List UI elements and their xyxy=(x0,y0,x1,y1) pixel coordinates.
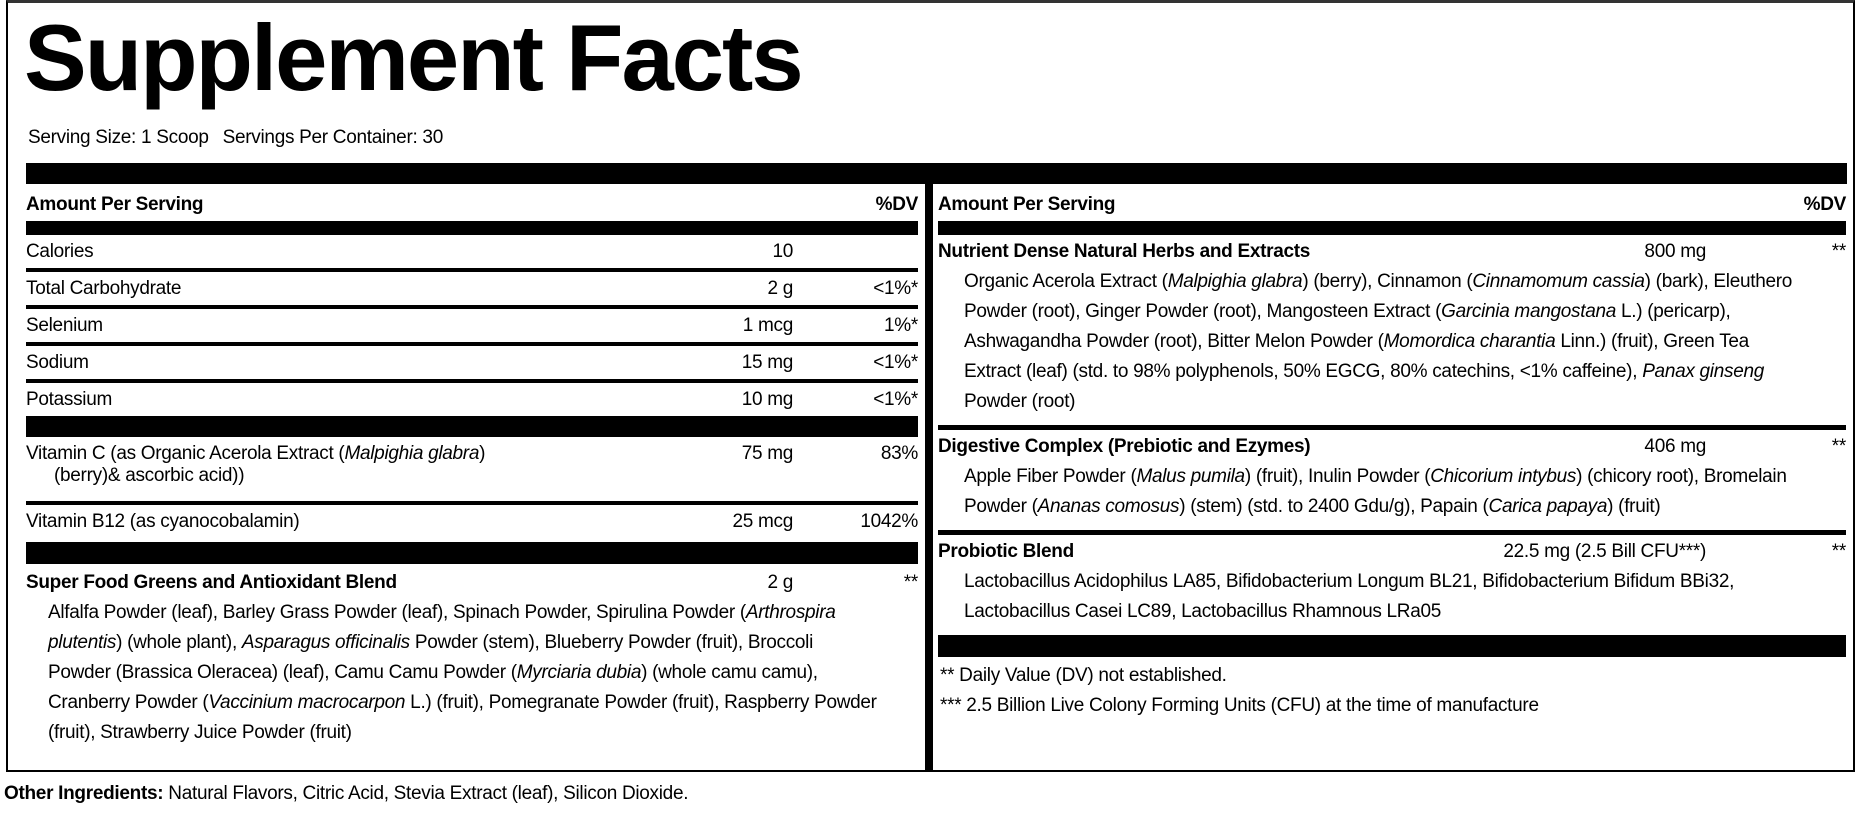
left-column: Amount Per Serving %DV Calories 10 Total Ca… xyxy=(26,184,918,748)
divider-bar xyxy=(26,416,918,437)
nutrient-amount: 2 g xyxy=(767,278,793,299)
divider-line xyxy=(938,530,1846,535)
nutrient-amount: 75 mg xyxy=(741,443,794,464)
blend-amount: 2 g xyxy=(767,572,793,593)
other-ingredients-text: Natural Flavors, Citric Acid, Stevia Ext… xyxy=(163,783,689,804)
serving-size: Serving Size: 1 Scoop xyxy=(28,127,209,148)
nutrient-name: Sodium xyxy=(26,352,89,373)
blend-ingredients: Alfalfa Powder (leaf), Barley Grass Powd… xyxy=(48,602,877,743)
dv-label: %DV xyxy=(875,193,919,215)
amount-per-serving-label: Amount Per Serving xyxy=(26,193,204,215)
nutrient-row: Sodium 15 mg <1%* xyxy=(26,346,918,383)
servings-per-container: Servings Per Container: 30 xyxy=(222,127,444,148)
nutrient-amount: 10 mg xyxy=(741,389,794,410)
nutrient-row: Calories 10 xyxy=(26,235,918,272)
blend-name: Super Food Greens and Antioxidant Blend xyxy=(26,572,397,593)
blend-section: Probiotic Blend 22.5 mg (2.5 Bill CFU***)… xyxy=(938,535,1846,635)
blend-amount: 22.5 mg (2.5 Bill CFU***) xyxy=(1503,541,1706,562)
blend-dv: ** xyxy=(1831,436,1847,457)
nutrient-dv: 83% xyxy=(880,443,918,464)
nutrient-dv: 1042% xyxy=(860,511,918,532)
right-header: Amount Per Serving %DV xyxy=(938,184,1846,221)
blend-ingredients: Apple Fiber Powder (Malus pumila) (fruit… xyxy=(964,466,1787,517)
blend-dv: ** xyxy=(903,572,919,593)
nutrient-name: Total Carbohydrate xyxy=(26,278,182,299)
nutrient-amount: 10 xyxy=(772,241,793,262)
nutrient-amount: 1 mcg xyxy=(742,315,794,336)
panel-title: Supplement Facts xyxy=(24,5,804,110)
blend-name: Nutrient Dense Natural Herbs and Extract… xyxy=(938,241,1311,262)
right-column: Amount Per Serving %DV Nutrient Dense Nat… xyxy=(938,184,1846,721)
nutrient-dv: 1%* xyxy=(884,315,918,336)
nutrient-row: Selenium 1 mcg 1%* xyxy=(26,309,918,346)
blend-section: Digestive Complex (Prebiotic and Ezymes)… xyxy=(938,430,1846,530)
blend-dv: ** xyxy=(1831,541,1847,562)
nutrient-name-cont: (berry)& ascorbic acid)) xyxy=(54,465,245,486)
nutrient-name: Vitamin B12 (as cyanocobalamin) xyxy=(26,511,300,532)
top-divider-bar xyxy=(26,163,1847,184)
amount-per-serving-label: Amount Per Serving xyxy=(938,193,1116,215)
left-header: Amount Per Serving %DV xyxy=(26,184,918,221)
blend-ingredients: Lactobacillus Acidophilus LA85, Bifidoba… xyxy=(964,571,1735,622)
dv-label: %DV xyxy=(1803,193,1847,215)
nutrient-name: Calories xyxy=(26,241,94,262)
blend-section: Nutrient Dense Natural Herbs and Extract… xyxy=(938,235,1846,425)
nutrient-name: Selenium xyxy=(26,315,103,336)
footnote: ** Daily Value (DV) not established. xyxy=(940,665,1227,686)
nutrient-dv: <1%* xyxy=(873,389,918,410)
nutrient-name: Vitamin C (as Organic Acerola Extract (M… xyxy=(26,443,486,464)
nutrient-row: Potassium 10 mg <1%* xyxy=(26,383,918,420)
nutrient-row: Total Carbohydrate 2 g <1%* xyxy=(26,272,918,309)
divider-bar xyxy=(26,221,918,235)
blend-amount: 406 mg xyxy=(1644,436,1706,457)
blend-name: Probiotic Blend xyxy=(938,541,1074,562)
nutrient-row-vitamin-b12: Vitamin B12 (as cyanocobalamin) 25 mcg 1… xyxy=(26,505,918,542)
nutrient-dv: <1%* xyxy=(873,278,918,299)
other-ingredients-label: Other Ingredients: xyxy=(4,783,164,804)
footnote: *** 2.5 Billion Live Colony Forming Unit… xyxy=(940,695,1539,716)
blend-ingredients: Organic Acerola Extract (Malpighia glabr… xyxy=(964,271,1793,412)
divider-line xyxy=(938,425,1846,430)
divider-bar xyxy=(938,221,1846,235)
nutrient-dv: <1%* xyxy=(873,352,918,373)
divider-bar xyxy=(938,635,1846,657)
blend-dv: ** xyxy=(1831,241,1847,262)
footnotes: ** Daily Value (DV) not established. *** … xyxy=(938,657,1846,721)
blend-super-food: Super Food Greens and Antioxidant Blend 2… xyxy=(26,564,918,748)
blend-name: Digestive Complex (Prebiotic and Ezymes) xyxy=(938,436,1311,457)
divider-bar xyxy=(26,542,918,564)
nutrient-row-vitamin-c: Vitamin C (as Organic Acerola Extract (M… xyxy=(26,437,918,505)
blend-amount: 800 mg xyxy=(1644,241,1706,262)
column-divider xyxy=(925,184,933,772)
nutrient-amount: 15 mg xyxy=(741,352,794,373)
serving-info: Serving Size: 1 Scoop Servings Per Contai… xyxy=(28,127,457,149)
nutrient-name: Potassium xyxy=(26,389,113,410)
nutrient-amount: 25 mcg xyxy=(732,511,793,532)
other-ingredients: Other Ingredients: Natural Flavors, Citr… xyxy=(4,783,689,805)
